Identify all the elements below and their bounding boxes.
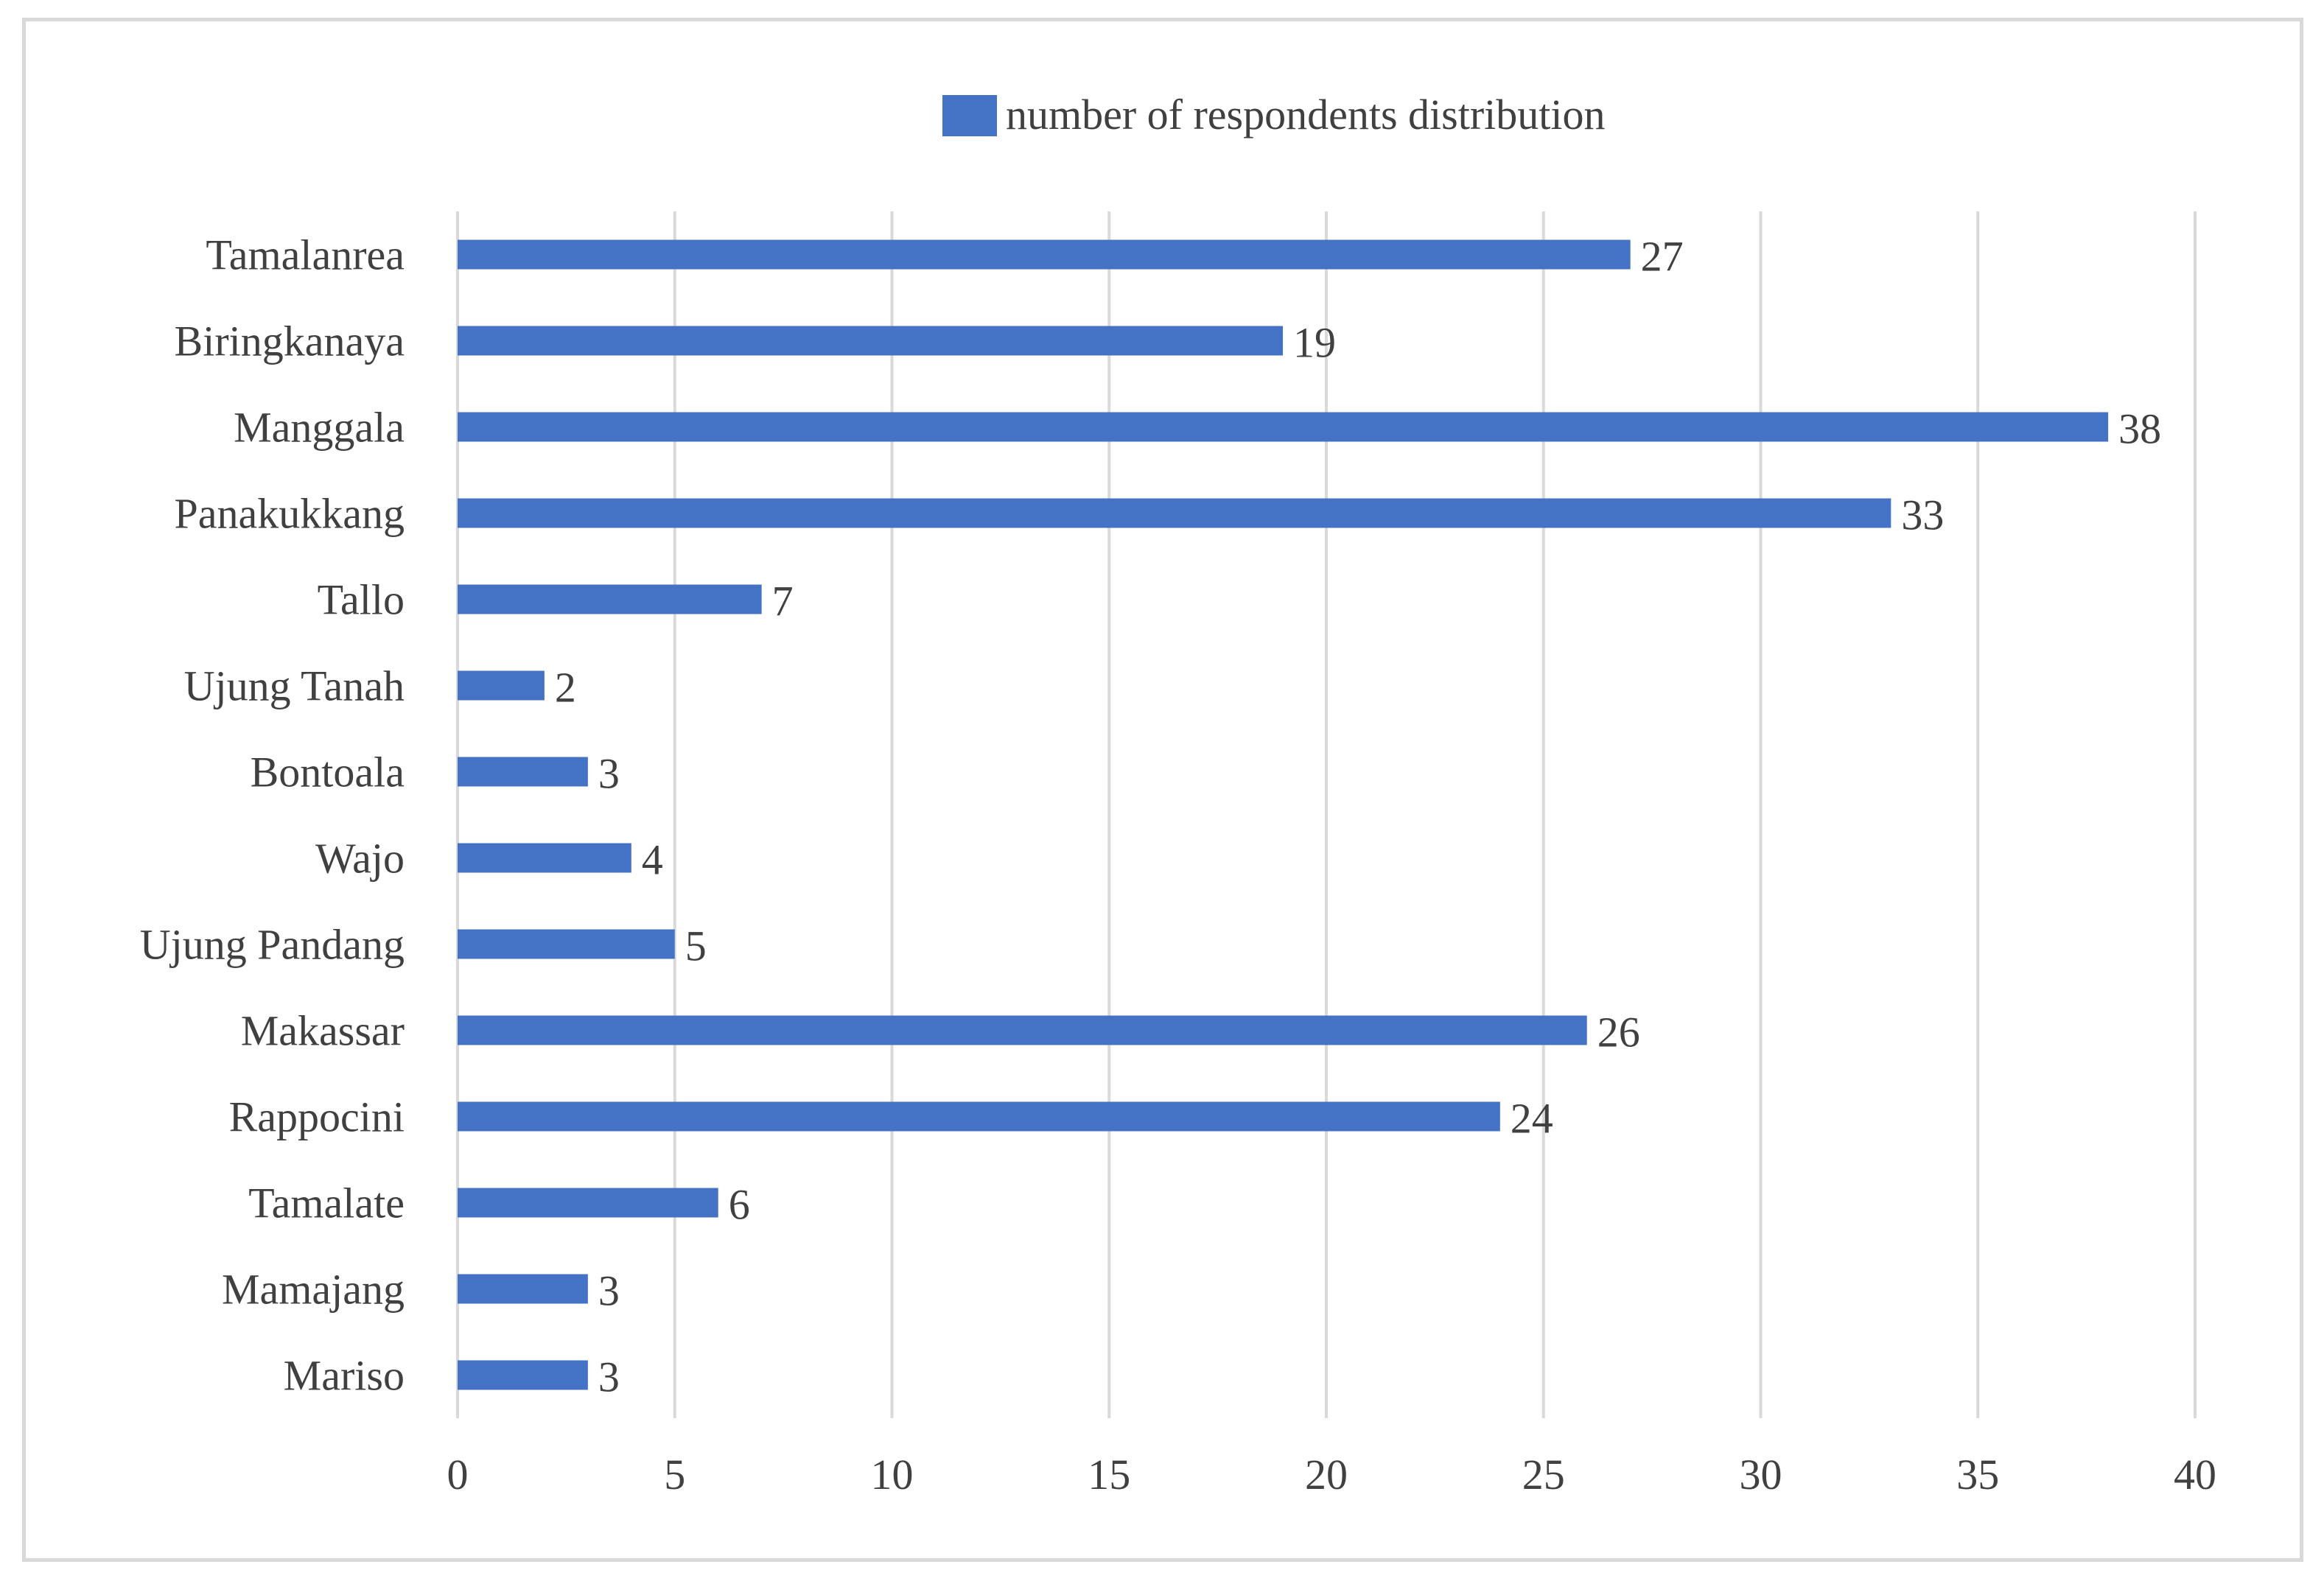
bar [458, 1274, 588, 1304]
category-label: Tamalate [248, 1179, 405, 1227]
data-label: 24 [1511, 1095, 1553, 1143]
bar [458, 239, 1631, 270]
data-label: 38 [2118, 405, 2161, 453]
data-label: 5 [685, 922, 707, 970]
bar [458, 584, 762, 614]
x-tick-label: 40 [2174, 1451, 2216, 1498]
data-label: 7 [772, 578, 794, 625]
bar [458, 1188, 718, 1218]
bar [458, 1015, 1587, 1045]
data-label: 33 [1901, 491, 1944, 539]
category-labels: Tamalanrea Biringkanaya Manggala Panakukkan… [140, 231, 405, 1400]
x-tick-label: 0 [447, 1451, 469, 1498]
bar [458, 843, 631, 873]
legend-swatch [942, 95, 997, 136]
category-label: Ujung Tanah [184, 662, 405, 710]
category-label: Tallo [318, 576, 405, 624]
bar [458, 670, 545, 701]
category-label: Wajo [315, 835, 405, 883]
data-label: 2 [555, 664, 576, 712]
legend: number of respondents distribution [942, 91, 1606, 139]
x-tick-label: 30 [1740, 1451, 1782, 1498]
legend-label: number of respondents distribution [1006, 91, 1606, 139]
x-axis-ticks: 0 5 10 15 20 25 30 35 40 [447, 1451, 2217, 1498]
x-tick-label: 35 [1956, 1451, 1999, 1498]
data-label: 26 [1597, 1009, 1640, 1056]
bar [458, 757, 588, 787]
data-label: 4 [642, 836, 663, 884]
bar [458, 326, 1284, 356]
category-label: Biringkanaya [175, 318, 405, 365]
category-label: Makassar [241, 1007, 405, 1055]
chart-frame: 27 19 38 33 7 2 3 4 5 26 24 6 3 3 Tamalanrea Biringkan… [22, 18, 2303, 1562]
category-label: Manggala [234, 404, 405, 452]
bar [458, 412, 2109, 442]
data-label: 3 [598, 750, 620, 798]
bar [458, 1101, 1500, 1132]
data-label: 27 [1641, 233, 1684, 281]
data-label: 6 [729, 1181, 750, 1229]
bar [458, 929, 675, 959]
bar [458, 1360, 588, 1390]
x-tick-label: 5 [664, 1451, 685, 1498]
category-label: Mamajang [222, 1266, 405, 1314]
grid-lines [456, 211, 2197, 1418]
data-label: 3 [598, 1267, 620, 1315]
x-tick-label: 10 [871, 1451, 914, 1498]
data-label: 3 [598, 1353, 620, 1401]
category-label: Ujung Pandang [140, 921, 405, 969]
category-label: Mariso [284, 1352, 405, 1400]
data-label: 19 [1293, 319, 1336, 367]
bar [458, 498, 1891, 528]
category-label: Bontoala [251, 749, 405, 796]
category-label: Tamalanrea [206, 231, 405, 279]
x-tick-label: 20 [1305, 1451, 1348, 1498]
category-label: Rappocini [229, 1093, 405, 1141]
x-tick-label: 25 [1522, 1451, 1565, 1498]
category-label: Panakukkang [175, 490, 405, 538]
x-tick-label: 15 [1088, 1451, 1130, 1498]
bars [458, 239, 2109, 1390]
